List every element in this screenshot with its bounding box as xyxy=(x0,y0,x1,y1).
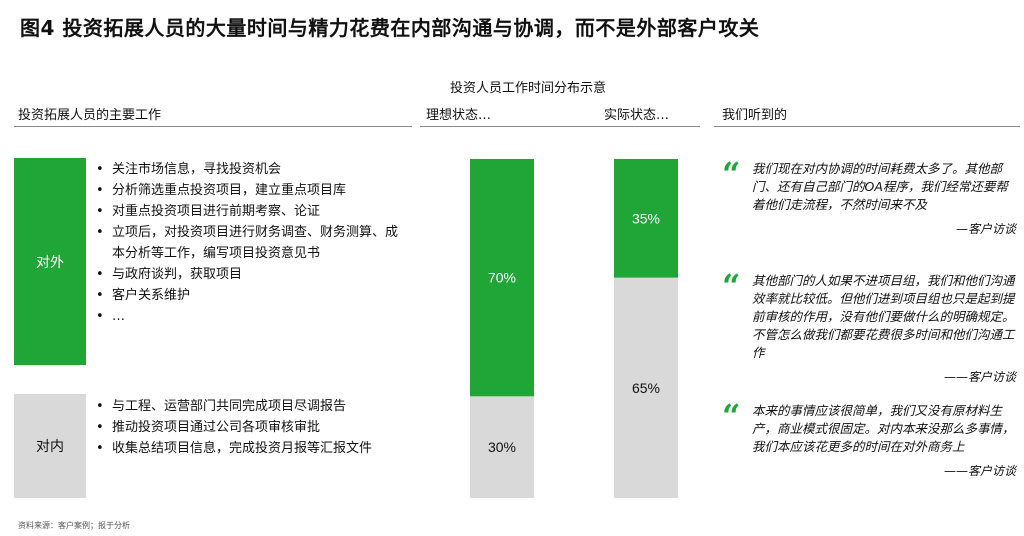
list-item: 客户关系维护 xyxy=(94,285,402,306)
right-section-rule xyxy=(714,126,1020,127)
external-work-list: 关注市场信息，寻找投资机会 分析筛选重点投资项目，建立重点项目库 对重点投资项目… xyxy=(94,159,402,327)
data-label: 30% xyxy=(488,439,516,455)
list-item: 与工程、运营部门共同完成项目尽调报告 xyxy=(94,396,402,417)
list-item: 关注市场信息，寻找投资机会 xyxy=(94,159,402,180)
quote-text: 本来的事情应该很简单，我们又没有原材料生产，商业模式很固定。对内本来没那么多事情… xyxy=(752,403,1015,454)
quote-text: 我们现在对内协调的时间耗费太多了。其他部门、还有自己部门的OA程序，我们经常还要… xyxy=(752,161,1008,212)
quote-mark-icon: “ xyxy=(722,267,741,305)
right-section-heading: 我们听到的 xyxy=(722,108,788,123)
bar-segment-ideal-0 xyxy=(470,396,534,498)
bar-segment-actual-0 xyxy=(614,277,678,498)
quote-text: 其他部门的人如果不进项目组，我们和他们沟通效率就比较低。但他们进到项目组也只是起… xyxy=(752,273,1015,360)
data-label: 70% xyxy=(488,270,516,286)
external-work-label: 对外 xyxy=(14,158,86,365)
list-item: 推动投资项目通过公司各项审核审批 xyxy=(94,417,402,438)
internal-work-list: 与工程、运营部门共同完成项目尽调报告 推动投资项目通过公司各项审核审批 收集总结… xyxy=(94,396,402,459)
chart-section-rule xyxy=(420,126,700,127)
list-item: 立项后，对投资项目进行财务调查、财务测算、成本分析等工作，编写项目投资意见书 xyxy=(94,222,402,264)
quote-source: —客户访谈 xyxy=(955,222,1016,236)
internal-work-label: 对内 xyxy=(14,394,86,498)
quote-mark-icon: “ xyxy=(722,155,741,193)
source-note: 资料来源：客户案例；报于分析 xyxy=(18,521,130,530)
category-label-actual: 实际状态… xyxy=(604,108,670,123)
quote-1: “ 我们现在对内协调的时间耗费太多了。其他部门、还有自己部门的OA程序，我们经常… xyxy=(722,155,1020,237)
list-item: 收集总结项目信息，完成投资月报等汇报文件 xyxy=(94,438,402,459)
left-section-rule xyxy=(14,126,412,127)
category-label-ideal: 理想状态… xyxy=(426,108,492,123)
list-item: 对重点投资项目进行前期考察、论证 xyxy=(94,201,402,222)
bar-segment-ideal-1 xyxy=(470,159,534,397)
list-item: 分析筛选重点投资项目，建立重点项目库 xyxy=(94,180,402,201)
page-title: 图4 投资拓展人员的大量时间与精力花费在内部沟通与协调，而不是外部客户攻关 xyxy=(20,16,760,40)
quote-source: ——客户访谈 xyxy=(943,370,1016,384)
bar-segment-actual-1 xyxy=(614,159,678,278)
list-item: 与政府谈判，获取项目 xyxy=(94,264,402,285)
data-label: 35% xyxy=(632,210,660,226)
quote-2: “ 其他部门的人如果不进项目组，我们和他们沟通效率就比较低。但他们进到项目组也只… xyxy=(722,267,1020,385)
quote-mark-icon: “ xyxy=(722,397,741,435)
chart-title: 投资人员工作时间分布示意 xyxy=(450,81,607,96)
data-label: 65% xyxy=(632,380,660,396)
quote-source: ——客户访谈 xyxy=(943,464,1016,478)
left-section-heading: 投资拓展人员的主要工作 xyxy=(18,108,162,123)
quote-3: “ 本来的事情应该很简单，我们又没有原材料生产，商业模式很固定。对内本来没那么多… xyxy=(722,397,1020,479)
list-item: … xyxy=(94,306,402,327)
